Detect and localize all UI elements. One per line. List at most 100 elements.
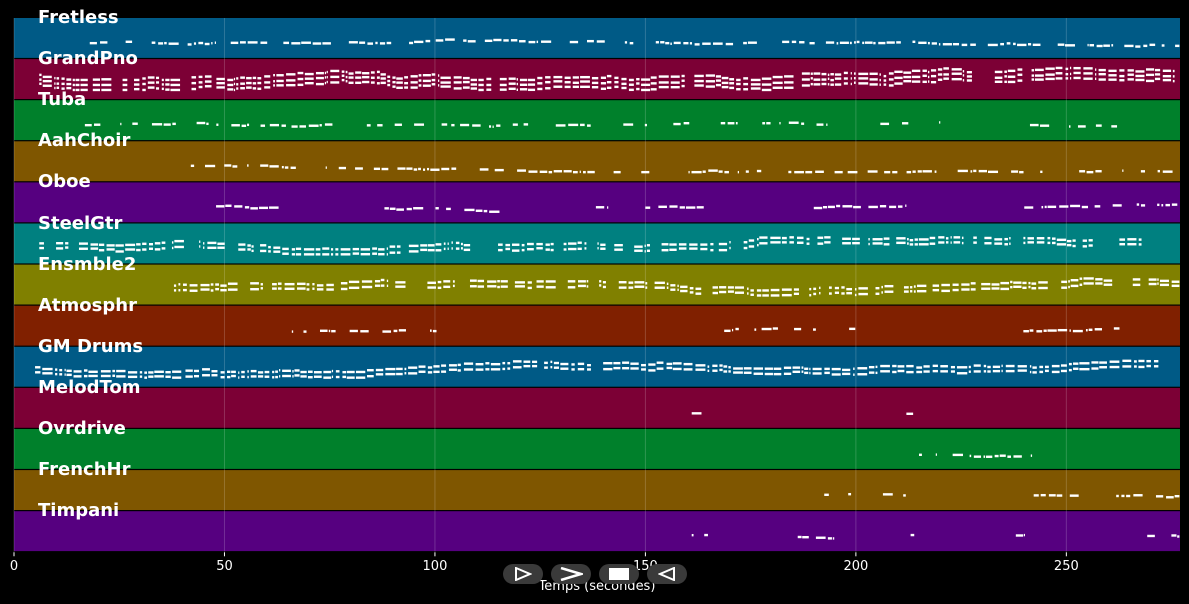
note — [968, 370, 971, 373]
note — [932, 364, 938, 368]
note — [42, 84, 52, 87]
note — [437, 280, 442, 284]
note — [1157, 169, 1160, 173]
note — [122, 78, 128, 82]
note — [464, 208, 475, 212]
note — [451, 247, 453, 250]
note — [276, 74, 284, 77]
note — [1171, 280, 1180, 283]
note — [700, 247, 708, 251]
note — [1013, 455, 1022, 458]
note — [862, 41, 865, 45]
note — [98, 249, 105, 252]
note — [1161, 44, 1165, 47]
note — [572, 81, 579, 84]
note — [809, 367, 811, 371]
note — [144, 376, 148, 379]
note — [932, 369, 938, 373]
note — [257, 375, 264, 378]
note — [981, 282, 991, 286]
note — [273, 80, 275, 83]
note — [313, 371, 322, 374]
note — [380, 284, 385, 287]
note — [628, 281, 634, 284]
note — [961, 241, 964, 245]
note — [367, 369, 374, 372]
note — [679, 206, 685, 209]
note — [537, 82, 543, 85]
note — [385, 372, 396, 376]
note — [233, 88, 236, 92]
note — [505, 247, 511, 251]
note — [918, 243, 929, 246]
note — [710, 242, 714, 246]
track-notes-aahchoir — [190, 164, 1173, 174]
note — [275, 375, 278, 379]
note — [427, 286, 436, 289]
note — [614, 80, 619, 84]
note — [875, 286, 880, 290]
note — [869, 72, 878, 75]
note — [853, 77, 856, 80]
note — [330, 248, 334, 251]
note — [1022, 286, 1027, 290]
note — [648, 369, 656, 372]
note — [1162, 170, 1173, 173]
note — [252, 76, 257, 80]
note — [801, 370, 804, 373]
note — [527, 248, 534, 251]
fast-forward-button[interactable] — [551, 564, 591, 584]
note — [112, 374, 116, 377]
note — [572, 76, 579, 79]
note — [634, 285, 645, 288]
note — [227, 370, 231, 374]
note — [75, 83, 80, 87]
note — [282, 369, 291, 373]
note — [857, 373, 868, 376]
note — [1004, 70, 1007, 73]
play-forward-button[interactable] — [503, 564, 543, 584]
note — [943, 77, 949, 80]
fast-forward-icon — [560, 567, 583, 581]
note — [650, 82, 657, 85]
note — [545, 286, 556, 289]
note — [564, 85, 571, 89]
note — [1030, 454, 1033, 457]
note — [451, 123, 455, 127]
note — [1091, 361, 1099, 364]
note — [550, 360, 553, 364]
note — [367, 42, 374, 45]
note — [1095, 68, 1097, 71]
note — [312, 287, 315, 290]
note — [597, 242, 599, 245]
note — [1004, 80, 1007, 84]
note — [460, 242, 463, 246]
note — [54, 82, 56, 85]
note — [772, 327, 778, 330]
play-back-button[interactable] — [647, 564, 687, 584]
note — [536, 40, 539, 44]
note — [227, 78, 234, 82]
note — [729, 246, 731, 250]
note — [170, 88, 181, 92]
note — [799, 41, 805, 44]
note — [1057, 43, 1065, 46]
note — [463, 243, 471, 247]
note — [961, 283, 970, 286]
note — [770, 288, 780, 292]
note — [406, 207, 412, 211]
note — [516, 88, 519, 91]
note — [1171, 534, 1177, 537]
note — [98, 243, 105, 246]
note — [485, 368, 490, 371]
note — [906, 370, 914, 374]
note — [1056, 494, 1063, 497]
track-band-timpani — [14, 511, 1180, 552]
note — [704, 533, 708, 537]
stop-button[interactable] — [599, 564, 639, 584]
note — [602, 281, 606, 284]
note — [394, 123, 402, 126]
note — [116, 375, 126, 378]
note — [441, 167, 450, 171]
note — [206, 122, 209, 126]
